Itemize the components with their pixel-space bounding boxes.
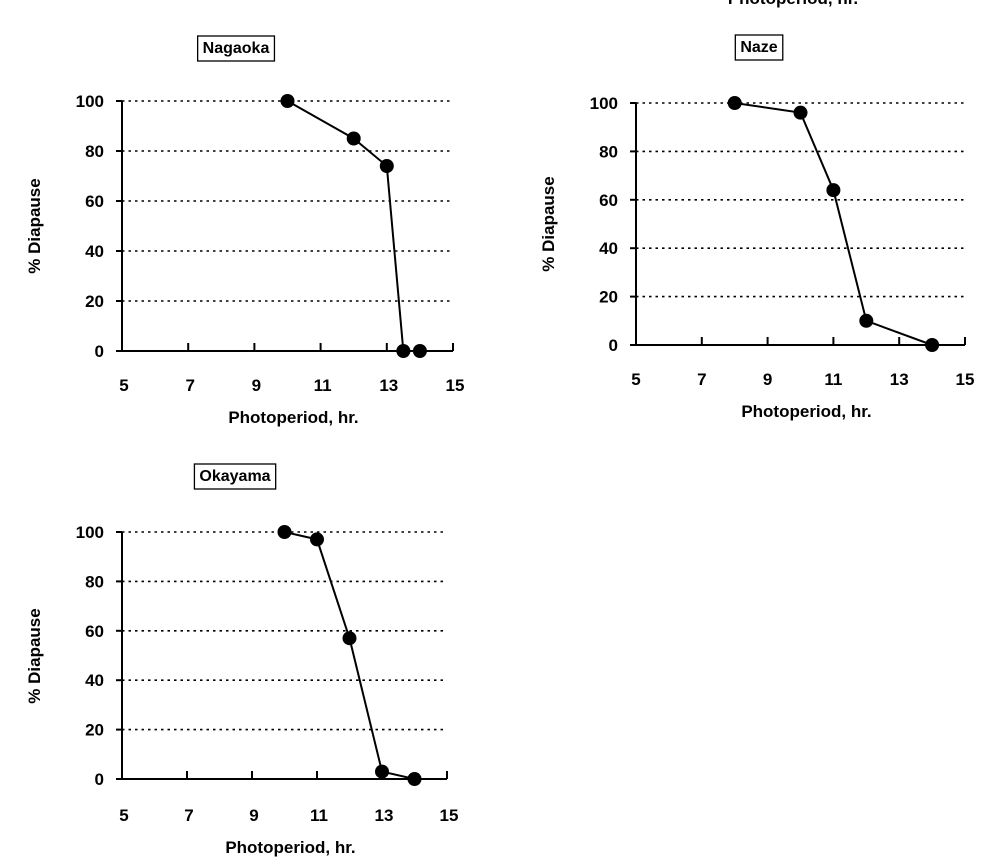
data-point [375, 764, 389, 779]
x-tick-label-5: 5 [119, 376, 128, 395]
y-tick-label-0: 0 [95, 770, 104, 789]
x-tick-label-9: 9 [249, 806, 258, 825]
x-axis-title: Photoperiod, hr. [741, 402, 871, 421]
y-axis-title: % Diapause [539, 176, 558, 271]
y-tick-label-0: 0 [95, 342, 104, 361]
data-point [280, 94, 295, 108]
chart-panel-okayama: 0 20 40 60 80 100 5 7 9 11 13 15 Okayama % Diapause Ph… [25, 463, 459, 857]
y-tick-label-60: 60 [599, 191, 618, 210]
y-tick-label-0: 0 [609, 336, 618, 355]
data-point [310, 532, 324, 547]
x-tick-label-11: 11 [310, 806, 328, 825]
panel-title-box [196, 35, 276, 62]
y-tick-label-60: 60 [85, 192, 104, 211]
y-tick-label-100: 100 [76, 92, 104, 111]
y-tick-label-20: 20 [85, 721, 104, 740]
y-tick-label-100: 100 [76, 523, 104, 542]
data-point [727, 96, 742, 110]
data-point [793, 105, 808, 120]
x-tick-label-11: 11 [824, 370, 842, 389]
x-tick-label-15: 15 [440, 806, 459, 825]
panel-title-okayama: Okayama [199, 468, 270, 485]
y-axis-title: % Diapause [25, 178, 44, 273]
data-point [826, 183, 841, 198]
x-tick-label-9: 9 [252, 376, 261, 395]
x-tick-label-7: 7 [185, 376, 194, 395]
data-point [342, 631, 357, 646]
series-line [734, 102, 933, 346]
data-point [407, 772, 422, 786]
panel-title-nagaoka: Nagaoka [203, 40, 270, 57]
panel-title-box [193, 463, 277, 490]
panel-title-naze: Naze [740, 39, 777, 56]
y-tick-label-80: 80 [85, 572, 104, 591]
chart-panel-nagaoka: 0 20 40 60 80 100 5 7 9 11 13 15 Nagaoka % Diapause Ph… [25, 35, 465, 427]
chart-panel-naze: 0 20 40 60 80 100 5 7 9 11 13 15 Naze % Diapause Photo… [539, 34, 975, 421]
x-tick-label-9: 9 [763, 370, 772, 389]
y-tick-label-40: 40 [85, 242, 104, 261]
y-tick-label-20: 20 [85, 292, 104, 311]
y-tick-label-80: 80 [85, 142, 104, 161]
x-tick-label-15: 15 [446, 376, 465, 395]
y-tick-label-80: 80 [599, 142, 618, 161]
data-point [396, 344, 411, 358]
x-tick-label-15: 15 [956, 370, 975, 389]
x-tick-label-7: 7 [697, 370, 706, 389]
data-point [277, 525, 292, 539]
y-tick-label-20: 20 [599, 288, 618, 307]
x-tick-label-13: 13 [890, 370, 909, 389]
cropped-top-xlabel: Photoperiod, hr. [728, 0, 858, 8]
data-point [925, 338, 940, 352]
data-point [412, 344, 427, 358]
y-tick-label-60: 60 [85, 622, 104, 641]
x-axis-title: Photoperiod, hr. [228, 408, 358, 427]
x-tick-label-13: 13 [379, 376, 398, 395]
x-axis-title: Photoperiod, hr. [225, 838, 355, 857]
y-tick-label-40: 40 [599, 239, 618, 258]
x-tick-label-11: 11 [314, 376, 332, 395]
y-axis-title: % Diapause [25, 608, 44, 703]
y-tick-label-100: 100 [590, 94, 618, 113]
data-point [859, 313, 874, 328]
data-point [346, 131, 361, 146]
panel-title-box [734, 34, 784, 61]
x-tick-label-5: 5 [631, 370, 640, 389]
data-point [379, 159, 394, 173]
x-tick-label-5: 5 [119, 806, 128, 825]
x-tick-label-7: 7 [184, 806, 193, 825]
series-line [284, 531, 415, 780]
x-tick-label-13: 13 [375, 806, 394, 825]
y-tick-label-40: 40 [85, 671, 104, 690]
